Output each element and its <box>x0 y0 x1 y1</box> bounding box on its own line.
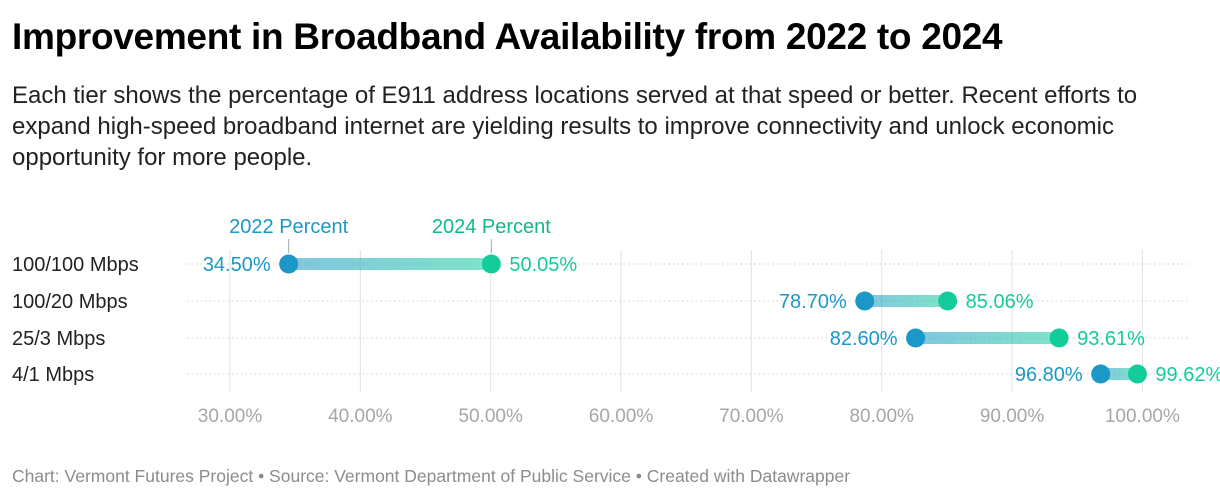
x-tick-label: 80.00% <box>849 406 914 427</box>
category-label: 100/20 Mbps <box>12 291 128 313</box>
range-bar <box>288 258 492 270</box>
category-label: 25/3 Mbps <box>12 328 105 350</box>
x-tick-label: 100.00% <box>1105 406 1180 427</box>
range-bar <box>1100 368 1138 380</box>
range-bars <box>288 258 1138 380</box>
category-label: 100/100 Mbps <box>12 254 139 276</box>
value-label-2022: 96.80% <box>1015 364 1083 386</box>
x-tick-label: 40.00% <box>328 406 393 427</box>
x-tick-label: 30.00% <box>198 406 263 427</box>
grid-lines <box>229 250 1143 392</box>
value-label-2022: 78.70% <box>779 291 847 313</box>
value-label-2022: 34.50% <box>203 254 271 276</box>
x-tick-label: 60.00% <box>589 406 654 427</box>
dot-2022 <box>906 328 926 348</box>
legend: 2022 Percent 2024 Percent <box>229 216 551 253</box>
row-dividers <box>187 263 1188 375</box>
data-labels: 34.50% 50.05% 78.70% 85.06% 82.60% 93.61% 96.8… <box>203 254 1220 386</box>
value-label-2024: 85.06% <box>966 291 1034 313</box>
legend-2024: 2024 Percent <box>432 216 551 238</box>
chart-footer: Chart: Vermont Futures Project • Source:… <box>12 466 851 486</box>
chart-subtitle: Each tier shows the percentage of E911 a… <box>12 82 1138 171</box>
x-axis-tick-labels: 30.00% 40.00% 50.00% 60.00% 70.00% 80.00% 90.0… <box>198 406 1180 427</box>
dot-2024 <box>1049 328 1069 348</box>
legend-2022: 2022 Percent <box>229 216 348 238</box>
range-bar <box>915 332 1060 344</box>
x-tick-label: 70.00% <box>719 406 784 427</box>
data-dots <box>279 254 1147 384</box>
category-label: 4/1 Mbps <box>12 364 94 386</box>
chart-title: Improvement in Broadband Availability fr… <box>12 16 1003 57</box>
category-labels: 100/100 Mbps 100/20 Mbps 25/3 Mbps 4/1 Mbps <box>12 254 139 386</box>
value-label-2024: 93.61% <box>1077 328 1145 350</box>
dot-2024 <box>938 291 958 311</box>
dot-2022 <box>855 291 875 311</box>
dot-2022 <box>1091 364 1111 384</box>
value-label-2022: 82.60% <box>830 328 898 350</box>
range-bar <box>864 295 948 307</box>
dot-2024 <box>481 254 501 274</box>
range-dot-chart: 2022 Percent 2024 Percent 100/100 Mbps100… <box>12 216 1220 427</box>
dot-2024 <box>1127 364 1147 384</box>
value-label-2024: 99.62% <box>1155 364 1220 386</box>
dot-2022 <box>279 254 299 274</box>
x-tick-label: 50.00% <box>458 406 523 427</box>
value-label-2024: 50.05% <box>509 254 577 276</box>
x-tick-label: 90.00% <box>980 406 1045 427</box>
